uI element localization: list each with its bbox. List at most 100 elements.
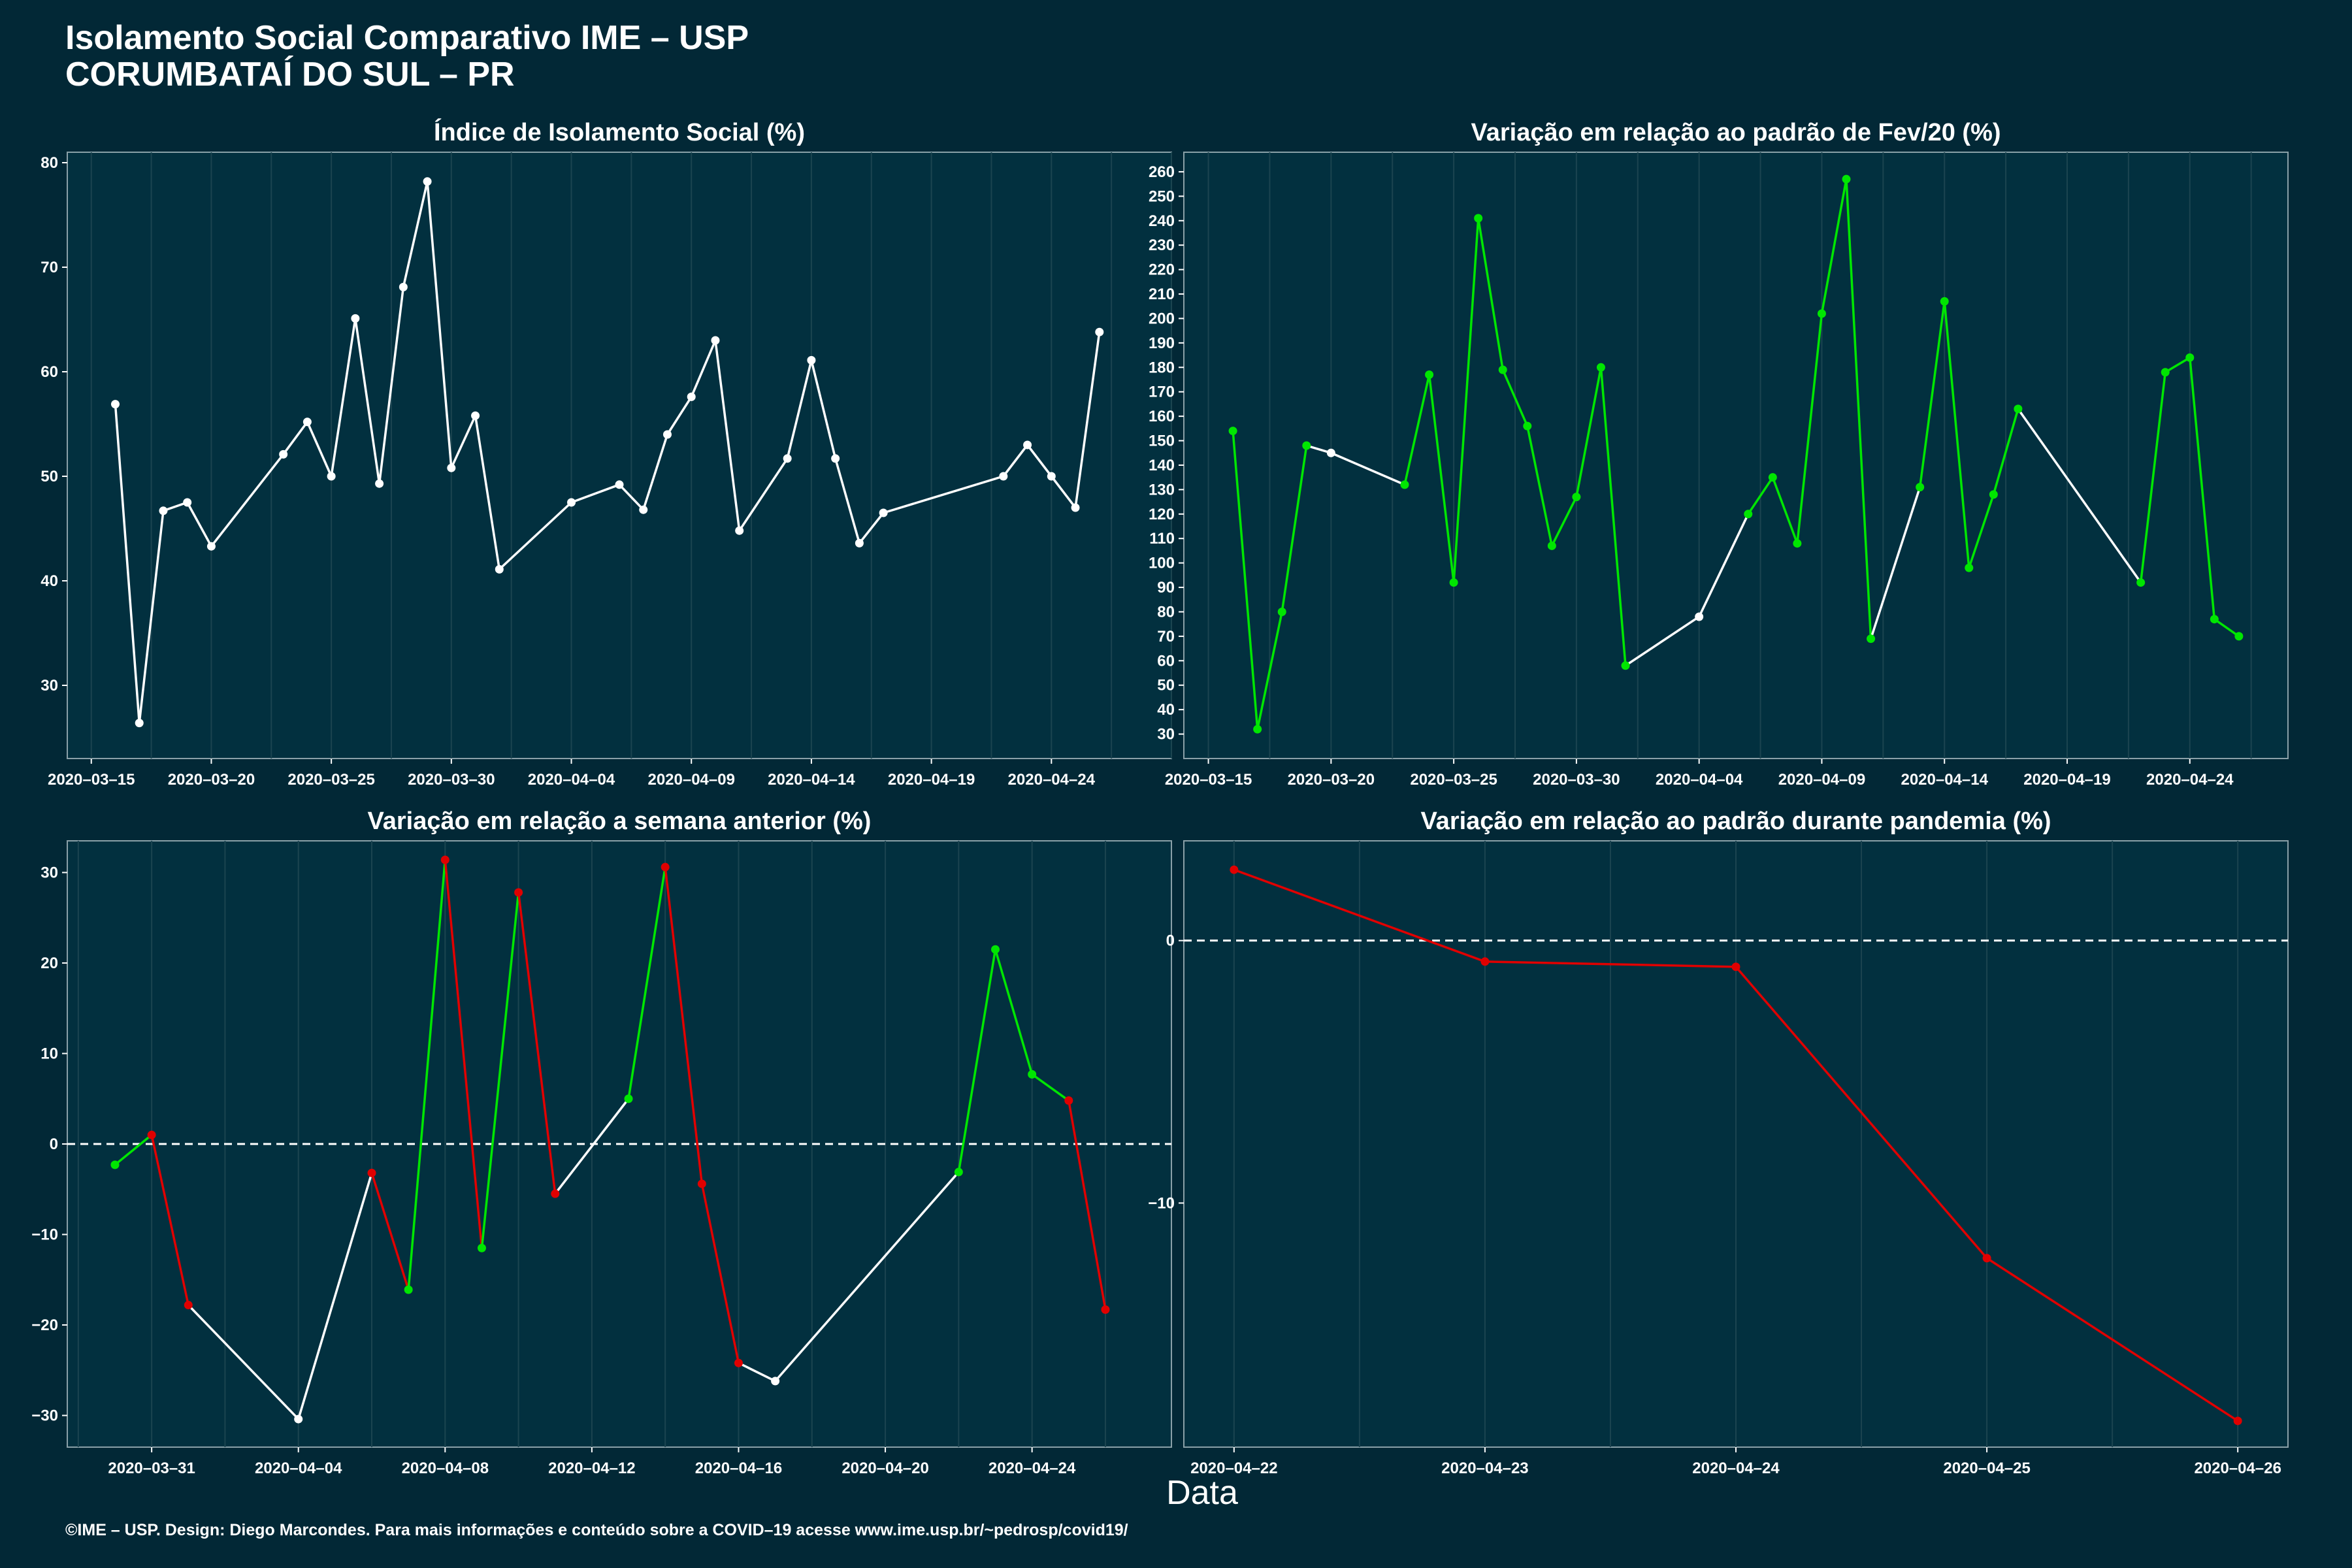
series-segment	[786, 359, 813, 459]
series-segment	[1820, 178, 1848, 314]
data-point	[1047, 472, 1056, 481]
x-tick-label: 2020–04–25	[1943, 1460, 2030, 1477]
data-point	[1982, 1254, 1991, 1263]
x-tick-label: 2020–04–19	[2023, 771, 2110, 789]
data-point	[1744, 510, 1753, 519]
y-tick-label: 80	[1157, 603, 1175, 621]
data-point	[697, 1179, 706, 1188]
series-segment	[2189, 357, 2216, 619]
x-tick-label: 2020–03–31	[108, 1460, 195, 1477]
y-tick-label: 80	[41, 154, 58, 172]
data-point	[1621, 661, 1630, 670]
x-tick-label: 2020–04–04	[528, 771, 615, 789]
data-point	[1842, 174, 1851, 184]
series-segment	[1074, 331, 1101, 508]
y-tick-label: −10	[1148, 1194, 1175, 1212]
data-point	[367, 1168, 376, 1177]
data-point	[1228, 427, 1237, 436]
data-point	[2185, 353, 2195, 362]
series-segment	[618, 483, 645, 511]
series-segment	[1968, 494, 1995, 568]
series-segment	[1232, 431, 1259, 730]
y-tick-label: 160	[1149, 408, 1175, 425]
data-point	[990, 945, 1000, 954]
chart-panel-3: Variação em relação a semana anterior (%…	[31, 808, 1172, 1477]
x-tick-label: 2020–04–24	[1692, 1460, 1780, 1477]
x-tick-label: 2020–04–19	[888, 771, 975, 789]
series-segment	[426, 181, 453, 468]
series-segment	[150, 1134, 189, 1305]
series-segment	[1233, 868, 1486, 963]
x-tick-label: 2020–04–24	[1008, 771, 1096, 789]
y-tick-label: 240	[1149, 212, 1175, 230]
series-segment	[774, 1171, 960, 1382]
series-segment	[282, 421, 308, 455]
data-point	[855, 538, 864, 547]
series-segment	[834, 458, 861, 544]
data-point	[1547, 541, 1556, 550]
data-point	[831, 454, 840, 463]
data-point	[624, 1094, 633, 1103]
series-segment	[2139, 372, 2166, 583]
panel-title: Variação em relação a semana anterior (%…	[368, 808, 872, 835]
data-point	[807, 355, 816, 365]
data-point	[1277, 607, 1286, 616]
series-segment	[1031, 1073, 1070, 1102]
y-tick-label: 70	[41, 259, 58, 276]
data-point	[404, 1285, 413, 1294]
data-point	[351, 314, 360, 323]
footer-caption: ©IME – USP. Design: Diego Marcondes. Par…	[65, 1521, 1128, 1539]
y-tick-label: 70	[1157, 628, 1175, 645]
series-segment	[450, 415, 477, 468]
data-point	[2234, 632, 2244, 641]
x-tick-label: 2020–04–26	[2194, 1460, 2281, 1477]
data-point	[1596, 363, 1605, 372]
data-point	[1095, 327, 1104, 336]
data-point	[662, 430, 672, 439]
series-segment	[210, 453, 285, 547]
data-point	[471, 411, 480, 420]
y-tick-label: 260	[1149, 163, 1175, 181]
data-point	[1498, 365, 1507, 374]
data-point	[661, 862, 670, 872]
data-point	[514, 888, 523, 897]
series-segment	[1050, 475, 1077, 509]
series-segment	[700, 1183, 740, 1364]
y-tick-label: 190	[1149, 335, 1175, 352]
panel-title: Variação em relação ao padrão de Fev/20 …	[1471, 119, 2001, 146]
data-point	[1965, 563, 1974, 572]
chart-title-line1: Isolamento Social Comparativo IME – USP	[65, 19, 749, 57]
series-segment	[1002, 444, 1028, 478]
x-tick-label: 2020–03–30	[1533, 771, 1620, 789]
y-tick-label: −20	[31, 1316, 58, 1334]
data-point	[327, 472, 336, 481]
series-segment	[1986, 1257, 2239, 1422]
x-tick-label: 2020–04–14	[1901, 771, 1988, 789]
data-point	[183, 498, 192, 507]
data-point	[375, 479, 384, 488]
data-point	[1940, 297, 1949, 306]
series-segment	[370, 1172, 410, 1290]
data-point	[551, 1189, 560, 1198]
series-segment	[1869, 487, 1921, 640]
data-point	[147, 1130, 156, 1139]
y-tick-label: 250	[1149, 188, 1175, 205]
series-segment	[2164, 356, 2191, 374]
series-segment	[1330, 451, 1405, 486]
data-point	[2136, 578, 2146, 587]
y-tick-label: 40	[41, 572, 58, 590]
data-point	[567, 498, 576, 507]
data-point	[1480, 957, 1490, 966]
x-tick-label: 2020–04–24	[988, 1460, 1076, 1477]
series-segment	[810, 359, 837, 459]
series-segment	[957, 949, 997, 1173]
series-segment	[444, 859, 483, 1249]
series-segment	[883, 475, 1004, 514]
x-tick-label: 2020–04–22	[1190, 1460, 1277, 1477]
series-segment	[1501, 369, 1529, 427]
series-segment	[186, 502, 212, 547]
series-segment	[2213, 618, 2240, 638]
data-point	[279, 449, 288, 459]
series-segment	[738, 1362, 776, 1382]
data-point	[1071, 503, 1080, 512]
